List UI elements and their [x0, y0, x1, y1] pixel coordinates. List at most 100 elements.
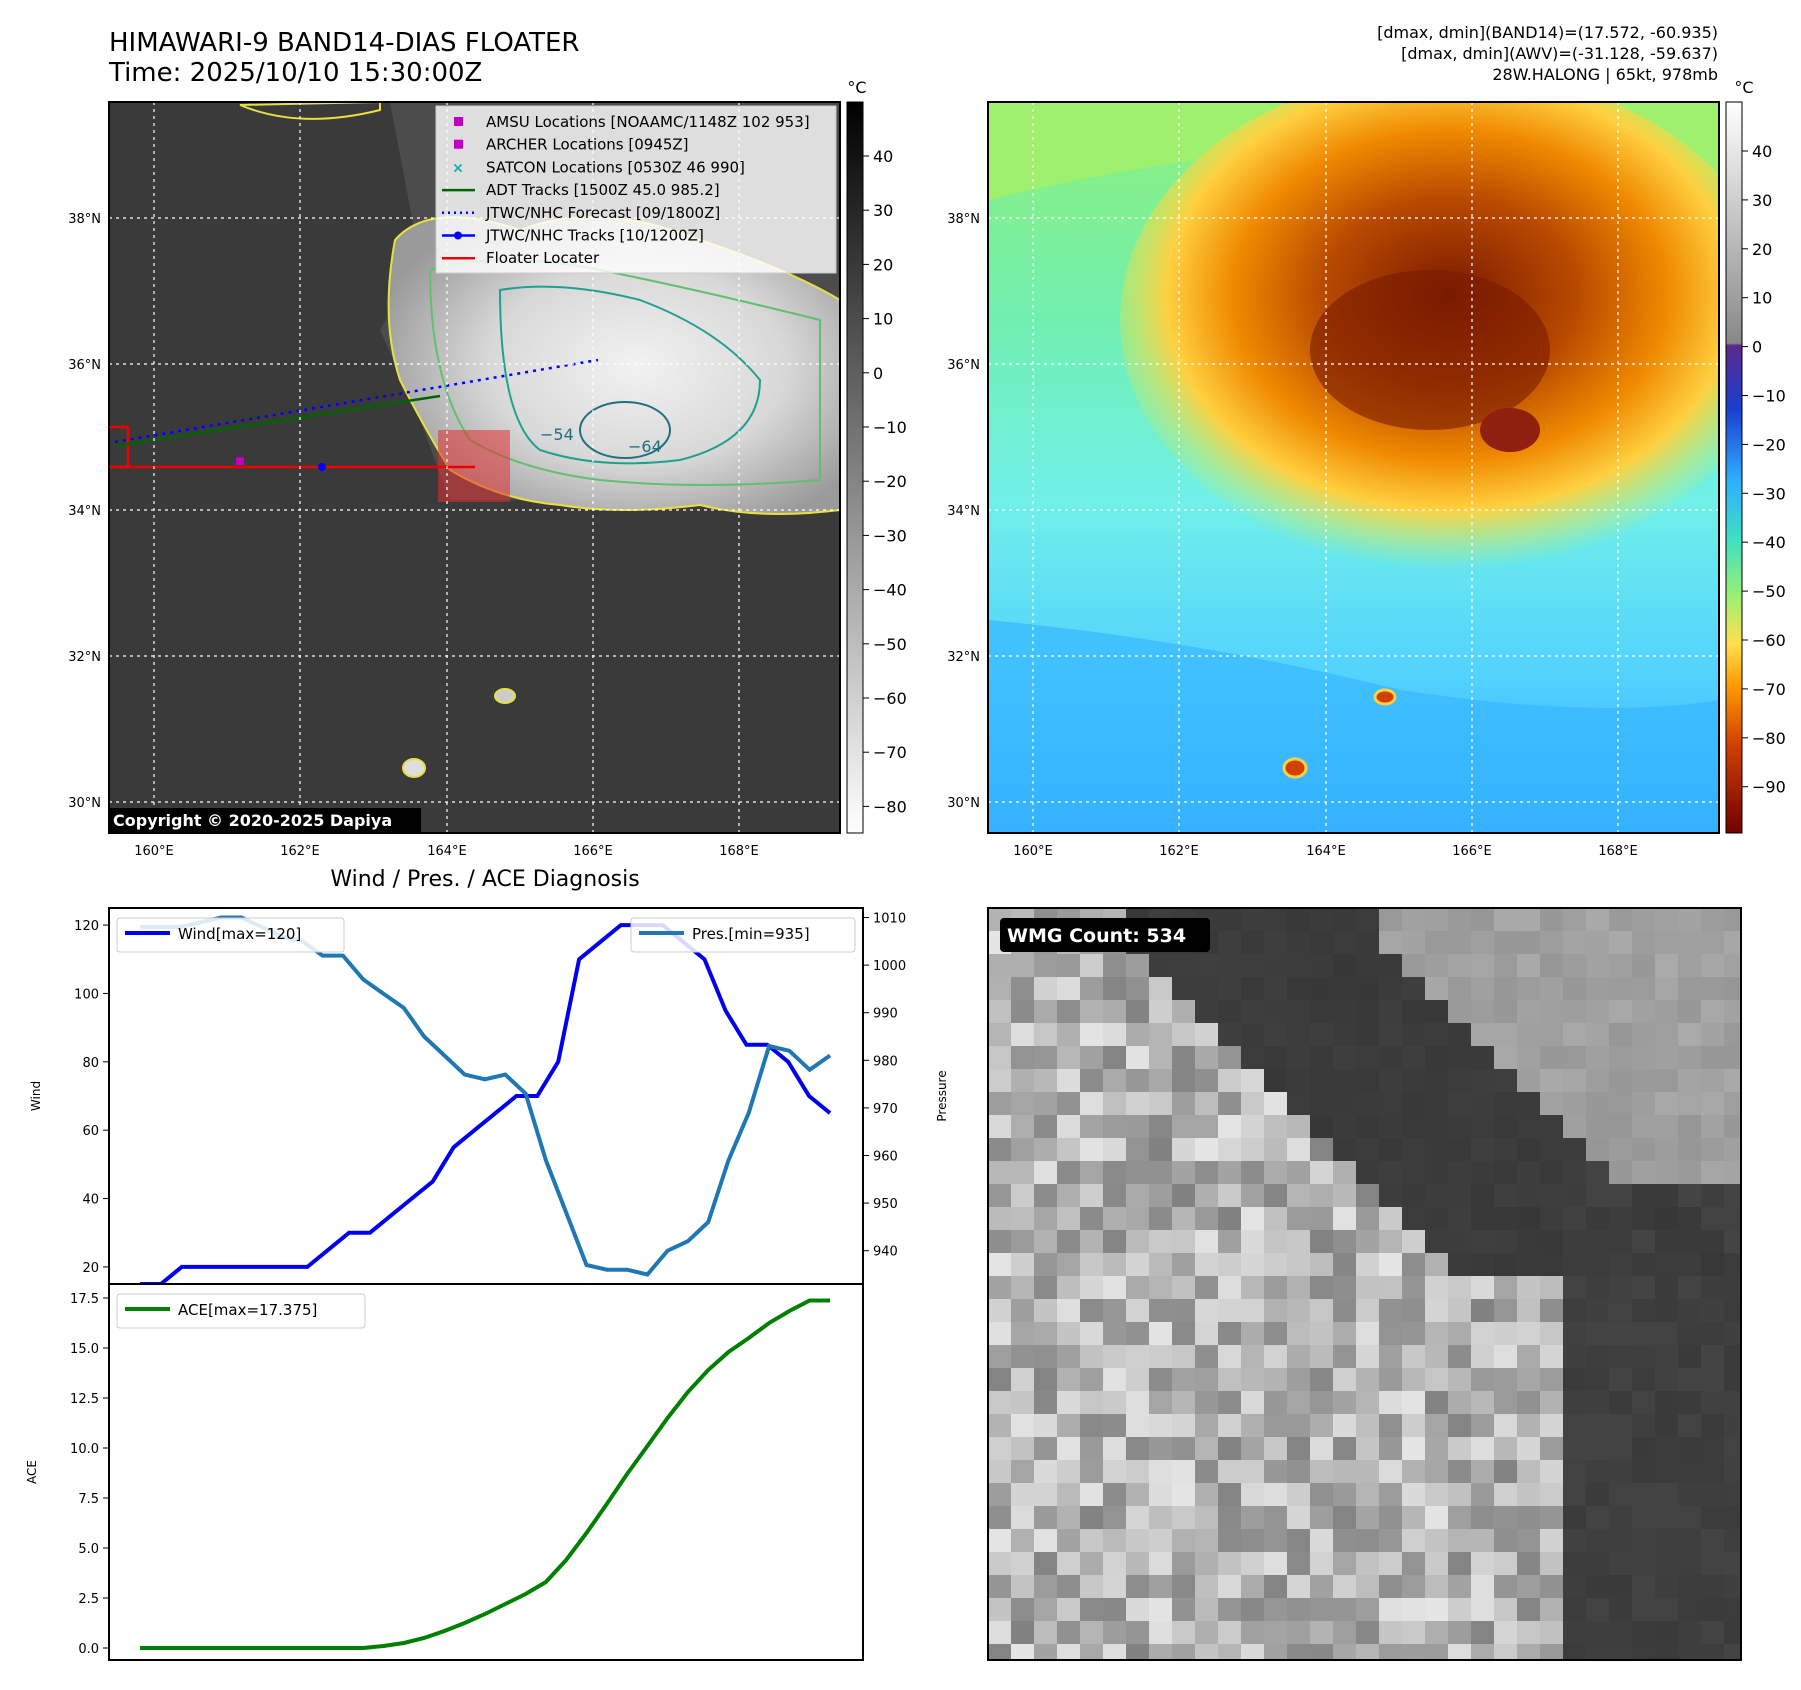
- wmg-cell: [1655, 1069, 1679, 1093]
- wmg-cell: [1287, 1322, 1311, 1346]
- wmg-cell: [1149, 1575, 1173, 1599]
- wmg-cell: [1540, 977, 1564, 1001]
- wmg-cell: [1448, 1437, 1472, 1461]
- wmg-cell: [1655, 1552, 1679, 1576]
- ir-contour-north: [239, 102, 381, 120]
- wmg-cell: [1632, 931, 1656, 955]
- wmg-cell: [1494, 1230, 1518, 1254]
- wmg-cell: [1264, 1529, 1288, 1553]
- wmg-cell: [1057, 1621, 1081, 1645]
- wmg-cell: [1632, 1437, 1656, 1461]
- wmg-cell: [1586, 1368, 1610, 1392]
- wmg-cell: [1540, 1322, 1564, 1346]
- wmg-cell: [1287, 1115, 1311, 1139]
- wmg-cell: [1425, 954, 1449, 978]
- wmg-cell: [1609, 1092, 1633, 1116]
- wmg-cell: [1563, 977, 1587, 1001]
- wmg-cell: [1586, 1483, 1610, 1507]
- wmg-cell: [1218, 1437, 1242, 1461]
- lon-label: 164°E: [427, 844, 467, 859]
- wind-pressure-chart: 20 40 60 80 100 120 940 950 960 970 980 990 1000 1010…: [29, 907, 949, 1286]
- wmg-cell: [1655, 1598, 1679, 1622]
- wmg-cell: [1402, 1230, 1426, 1254]
- wmg-cell: [1218, 1253, 1242, 1277]
- colorbar-tick-label: −80: [873, 797, 907, 816]
- wmg-cell: [1379, 1460, 1403, 1484]
- wmg-cell: [1655, 1000, 1679, 1024]
- wmg-cell: [1609, 1552, 1633, 1576]
- wmg-cell: [1310, 1092, 1334, 1116]
- wmg-cell: [1701, 1000, 1725, 1024]
- wmg-cell: [1287, 1230, 1311, 1254]
- wmg-cell: [1034, 1138, 1058, 1162]
- wmg-cell: [1103, 1483, 1127, 1507]
- wmg-cell: [1310, 1138, 1334, 1162]
- wind-tick-label: 80: [82, 1056, 99, 1071]
- colorbar-tick-label: 20: [873, 255, 893, 274]
- map-legend: [435, 105, 837, 274]
- wmg-cell: [1425, 931, 1449, 955]
- wmg-cell: [1517, 1092, 1541, 1116]
- wmg-cell: [1448, 1000, 1472, 1024]
- wmg-cell: [1609, 1184, 1633, 1208]
- wmg-cell: [1402, 1115, 1426, 1139]
- wmg-cell: [1126, 1506, 1150, 1530]
- wmg-cell: [1264, 931, 1288, 955]
- wmg-cell: [1563, 1621, 1587, 1645]
- wmg-cell: [1333, 1299, 1357, 1323]
- wmg-cell: [1517, 1207, 1541, 1231]
- wmg-cell: [1011, 1437, 1035, 1461]
- wmg-cell: [988, 1299, 1012, 1323]
- wmg-cell: [1011, 1414, 1035, 1438]
- wmg-cell: [1563, 1322, 1587, 1346]
- wmg-cell: [1701, 1115, 1725, 1139]
- wmg-cell: [1517, 1460, 1541, 1484]
- wmg-cell: [1310, 1000, 1334, 1024]
- wmg-cell: [988, 1253, 1012, 1277]
- wmg-cell: [1218, 954, 1242, 978]
- wmg-cell: [1655, 1253, 1679, 1277]
- wmg-cell: [1126, 1138, 1150, 1162]
- wmg-cell: [1540, 1276, 1564, 1300]
- wmg-cell: [1563, 1529, 1587, 1553]
- wmg-cell: [1241, 1161, 1265, 1185]
- wmg-cell: [1609, 1460, 1633, 1484]
- wmg-cell: [988, 1575, 1012, 1599]
- wmg-cell: [1402, 1621, 1426, 1645]
- wmg-cell: [1379, 1644, 1403, 1660]
- wmg-cell: [1333, 1460, 1357, 1484]
- wmg-cell: [1494, 1069, 1518, 1093]
- lat-label: 34°N: [68, 504, 101, 519]
- pressure-legend: [630, 917, 856, 953]
- wmg-cell: [1149, 1046, 1173, 1070]
- wmg-cell: [1218, 1138, 1242, 1162]
- wmg-cell: [1126, 1483, 1150, 1507]
- wmg-cell: [1402, 1368, 1426, 1392]
- wmg-frame: [987, 907, 1742, 1661]
- wmg-cell: [1678, 1276, 1702, 1300]
- wmg-cell: [1724, 1253, 1741, 1277]
- wmg-cell: [1724, 1368, 1741, 1392]
- wmg-cell: [1103, 1506, 1127, 1530]
- wmg-cell: [1218, 1230, 1242, 1254]
- wmg-cell: [1264, 977, 1288, 1001]
- wmg-cell: [1609, 977, 1633, 1001]
- wmg-cell: [1701, 1460, 1725, 1484]
- wmg-cell: [1310, 1299, 1334, 1323]
- wmg-cell: [1402, 1092, 1426, 1116]
- wmg-cell: [1609, 931, 1633, 955]
- wmg-cell: [1563, 1253, 1587, 1277]
- wmg-cell: [1195, 1483, 1219, 1507]
- wmg-cell: [1724, 1529, 1741, 1553]
- wmg-cell: [1701, 1368, 1725, 1392]
- ace-tick-label: 7.5: [78, 1492, 99, 1507]
- wmg-cell: [1057, 1345, 1081, 1369]
- wmg-cell: [1356, 1368, 1380, 1392]
- wmg-cell: [1011, 1621, 1035, 1645]
- wmg-cell: [1402, 1483, 1426, 1507]
- wmg-cell: [1586, 1322, 1610, 1346]
- wmg-cell: [1609, 1069, 1633, 1093]
- wmg-cell: [1195, 1322, 1219, 1346]
- wmg-cell: [1195, 1460, 1219, 1484]
- wmg-cell: [988, 1598, 1012, 1622]
